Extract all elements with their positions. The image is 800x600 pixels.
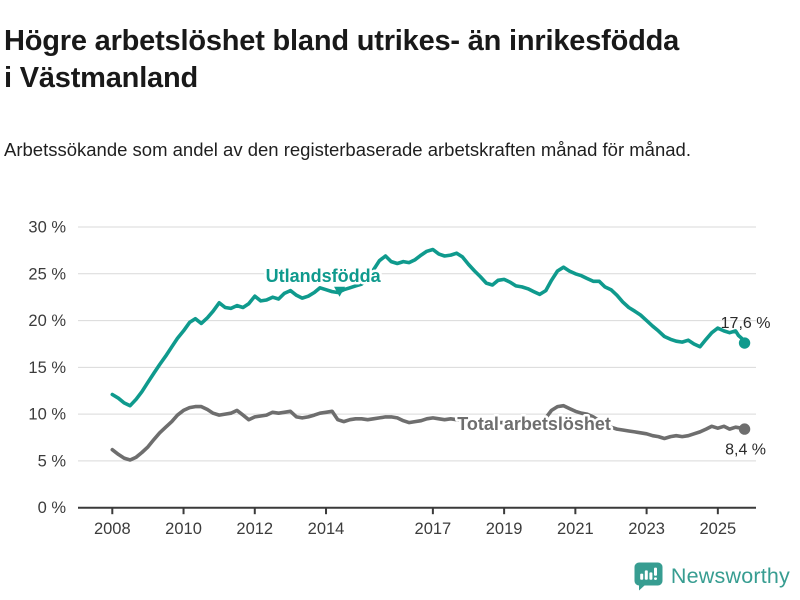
x-tick-label: 2012 [236, 520, 273, 538]
y-tick-label: 0 % [38, 499, 67, 517]
series-end-value-label: 8,4 % [725, 442, 766, 459]
series-label-arrow-icon [334, 286, 346, 297]
x-tick-label: 2014 [308, 520, 345, 538]
y-tick-label: 20 % [28, 312, 66, 330]
x-tick-label: 2021 [557, 520, 594, 538]
series-label: Utlandsfödda [266, 266, 382, 286]
series-line-total-arbetsl-shet [110, 403, 747, 462]
y-tick-label: 25 % [28, 265, 66, 283]
series-end-dot [738, 423, 751, 435]
newsworthy-attribution[interactable]: Newsworthy [633, 561, 790, 592]
series-label: Total arbetslöshet [457, 414, 611, 434]
x-tick-label: 2008 [94, 520, 131, 538]
series-end-dot [738, 337, 751, 349]
newsworthy-logo-icon [633, 561, 664, 592]
y-tick-label: 5 % [38, 452, 67, 470]
x-tick-label: 2025 [699, 520, 736, 538]
chart-subtitle: Arbetssökande som andel av den registerb… [4, 138, 691, 160]
series-line-utlandsf-dda [110, 247, 747, 408]
y-tick-label: 15 % [28, 359, 66, 377]
newsworthy-brand-text: Newsworthy [670, 564, 790, 588]
y-tick-label: 10 % [28, 406, 66, 424]
x-tick-label: 2019 [486, 520, 523, 538]
x-tick-label: 2023 [628, 520, 665, 538]
x-tick-label: 2010 [165, 520, 202, 538]
x-tick-label: 2017 [415, 520, 452, 538]
series-end-value-label: 17,6 % [721, 315, 771, 332]
page-title: Högre arbetslöshet bland utrikes- än inr… [4, 25, 680, 95]
y-tick-label: 30 % [28, 219, 66, 237]
